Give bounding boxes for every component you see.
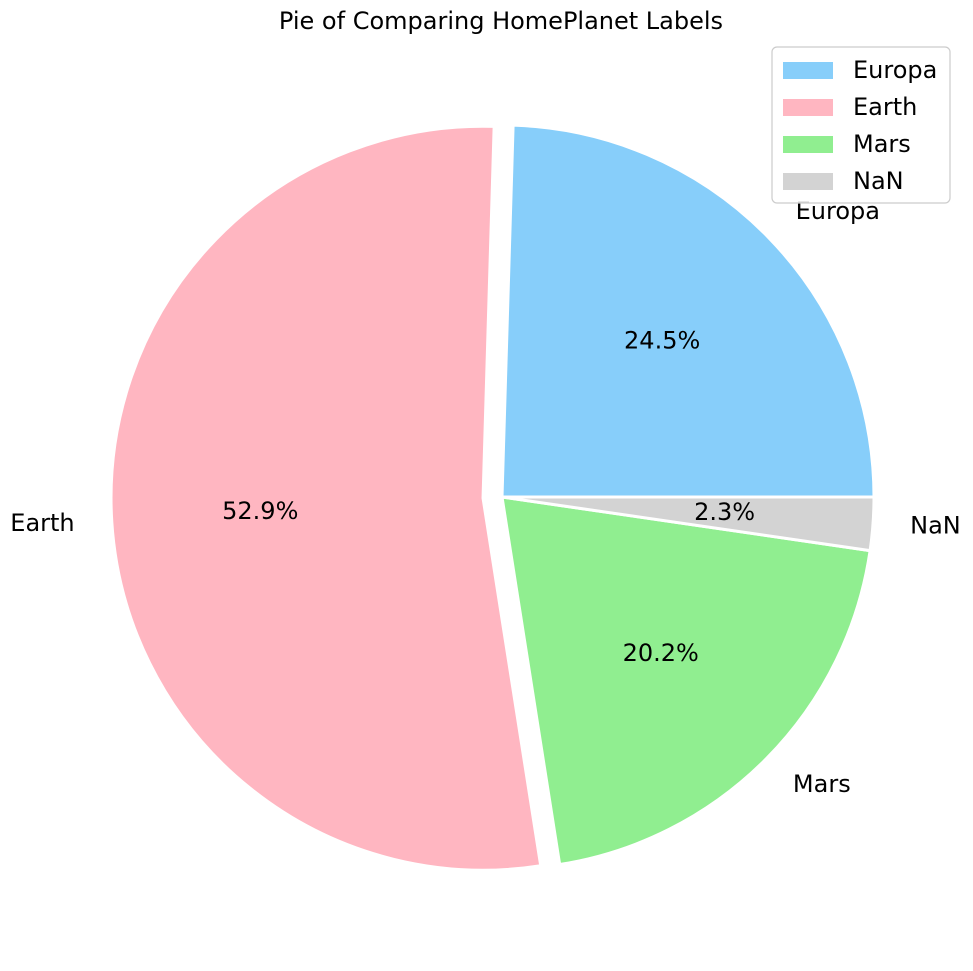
legend-swatch-europa	[783, 62, 833, 79]
legend-label-nan: NaN	[853, 167, 904, 195]
legend-swatch-mars	[783, 136, 833, 153]
legend-label-europa: Europa	[853, 56, 937, 84]
pie-slice-earth	[109, 124, 543, 872]
pie-slice-nan	[500, 495, 876, 553]
chart-title: Pie of Comparing HomePlanet Labels	[279, 7, 723, 35]
slice-percent-earth: 52.9%	[222, 497, 298, 525]
legend: Europa Earth Mars NaN	[771, 46, 951, 204]
legend-swatch-nan	[783, 173, 833, 190]
slice-label-earth: Earth	[10, 509, 74, 537]
legend-box	[771, 46, 951, 204]
legend-swatch-earth	[783, 99, 833, 116]
pie-slices	[109, 123, 876, 872]
slice-percent-nan: 2.3%	[694, 498, 755, 526]
pie-slice-europa	[500, 123, 876, 499]
slice-label-nan: NaN	[910, 512, 961, 540]
legend-label-mars: Mars	[853, 130, 911, 158]
slice-percent-mars: 20.2%	[623, 639, 699, 667]
legend-label-earth: Earth	[853, 93, 917, 121]
pie-slice-mars	[500, 495, 872, 867]
slice-percent-europa: 24.5%	[624, 327, 700, 355]
slice-label-mars: Mars	[793, 770, 851, 798]
